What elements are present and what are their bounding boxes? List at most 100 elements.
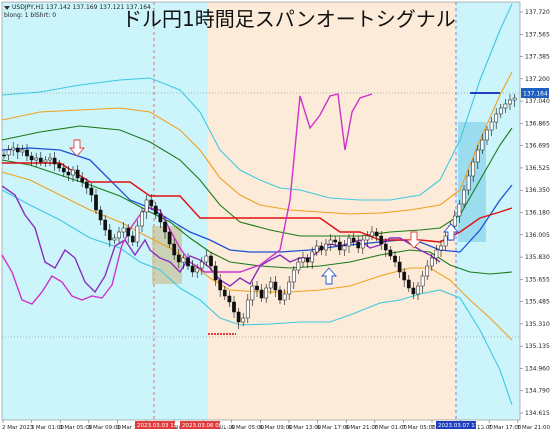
candle-body [370,231,374,237]
candle-body [443,235,448,247]
candle-body [2,154,6,157]
candle-body [172,243,177,256]
candle-body [57,163,62,169]
candle-body [296,261,301,271]
candle-body [135,225,140,243]
candle-body [374,231,379,237]
candle-body [117,231,121,239]
candle-body [259,289,264,299]
candle-body [406,279,411,289]
candle-body [416,285,420,295]
candle-body [15,147,20,153]
candle-body [291,269,296,283]
candle-body [195,267,200,273]
candle-body [89,187,94,196]
candle-body [475,149,480,163]
candle-body [190,265,195,273]
candle-body [204,255,209,263]
candle-body [84,181,89,189]
candle-body [66,171,71,176]
candle-body [457,203,462,217]
candle-body [365,235,370,241]
candle-body [319,245,324,251]
symbol-toggle-icon[interactable] [4,6,10,10]
candle-body [130,235,135,243]
candle-body [11,147,16,151]
kijun-line-red [2,162,513,243]
candle-body [282,293,287,301]
candle-body [360,239,365,249]
candle-body [107,229,112,241]
time-highlight-3-bg [436,421,476,429]
candle-body [163,221,167,233]
outer-upper-band [1,3,513,201]
price-label: 134.960 [525,365,550,372]
candle-body [273,281,278,291]
candle-body [218,279,223,291]
candle-body [388,249,393,257]
time-label: 7 Mar 05:00 [402,425,436,431]
price-label: 136.350 [525,187,550,194]
time-label: 3 Mar 13:00 [116,425,150,431]
candle-body [112,237,117,241]
price-label: 135.310 [525,321,550,328]
candle-body [314,245,319,253]
candle-body [264,287,269,299]
candle-body [52,157,57,165]
sell-signal-arrow [69,139,85,157]
price-label: 135.135 [525,343,550,350]
indicator-line: blong: 1 blShrt: 0 [4,12,56,19]
candle-body [149,199,154,207]
candle-body [462,189,466,205]
time-label: 3 Mar 01:00 [31,425,65,431]
price-label: 137.720 [525,9,550,16]
candle-body [181,257,186,263]
candle-body [425,265,430,277]
candle-body [397,261,402,273]
price-label: 136.525 [525,165,550,172]
chikou-line-magenta [1,93,373,305]
candle-body [98,209,103,221]
time-label: 6 Mar 13:00 [288,425,322,431]
candle-body [471,161,476,177]
price-axis: 137.720 137.565 137.385 137.200 137.040 136.8… [520,9,550,417]
price-label: 135.655 [525,276,550,283]
price-label: 134.790 [525,388,550,395]
candle-body [29,155,34,161]
header-info: USDJPY,H1 137.142 137.169 137.121 137.16… [4,4,151,19]
price-label: 137.385 [525,54,550,61]
candle-body [61,167,66,173]
time-highlight-2-bg [180,421,220,429]
candle-body [328,239,333,245]
time-highlight-1: 2023.03.03 19:00 [137,423,187,429]
candle-body [255,285,259,291]
candle-body [301,257,305,263]
zone-peach [208,2,456,420]
time-label: 6 Mar 09:00 [259,425,293,431]
candle-body [232,301,236,313]
time-label: 3 Mar 05:00 [59,425,93,431]
candle-body [351,237,356,243]
candle-body [383,243,388,251]
moving-average-blue [1,147,513,253]
current-price-tag: 137.164 [523,91,548,98]
inner-upper-band [1,125,513,237]
candle-body [342,245,347,251]
time-highlight-2: 2023.03.06 08:00 [182,423,232,429]
candle-body [485,129,489,141]
candle-body [278,289,282,301]
candle-body [227,295,232,303]
candle-body [48,157,52,161]
price-label: 137.565 [525,31,550,38]
price-label: 136.865 [525,120,550,127]
candles-group [2,94,517,329]
candle-body [393,255,397,263]
candle-body [103,219,108,231]
zone-cyan-right [456,2,520,420]
candle-body [222,289,227,297]
mid-upper-band [1,71,513,215]
plot-frame [1,1,521,421]
sell-signal-arrow-right [406,231,422,249]
candle-body [489,121,494,131]
